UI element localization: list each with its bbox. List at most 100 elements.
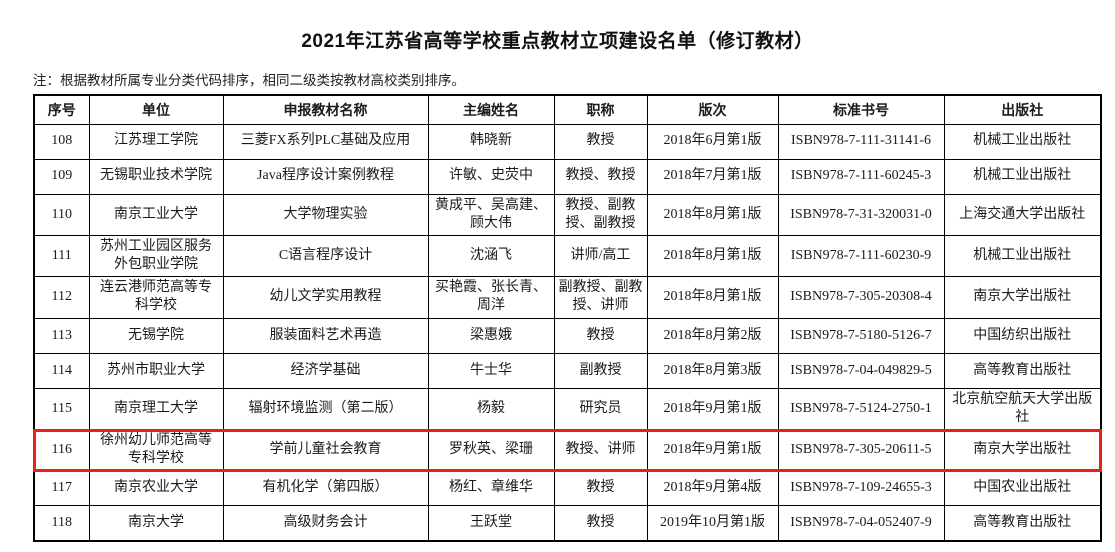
table-cell: 上海交通大学出版社 — [943, 193, 1102, 236]
table-cell: 苏州市职业大学 — [88, 352, 224, 389]
table-cell: ISBN978-7-111-60245-3 — [777, 158, 945, 195]
table-cell: 讲师/高工 — [553, 234, 648, 278]
column-header: 申报教材名称 — [222, 94, 429, 125]
table-row: 112 连云港师范高等专科学校 幼儿文学实用教程 买艳霞、张长青、周洋 副教授、副教授、… — [33, 276, 1102, 319]
table-cell: 116 — [33, 428, 90, 472]
table-cell: 中国农业出版社 — [943, 470, 1102, 507]
page-title: 2021年江苏省高等学校重点教材立项建设名单（修订教材） — [301, 31, 814, 52]
table-cell: 学前儿童社会教育 — [222, 428, 429, 472]
table-cell: 教授 — [553, 505, 648, 542]
table-header-row: 序号 单位 申报教材名称 主编姓名 职称 版次 标准书号 出版社 — [33, 94, 1102, 125]
table-cell: 经济学基础 — [222, 352, 429, 389]
table-cell: 副教授 — [553, 352, 648, 389]
table-cell: 黄成平、吴高建、顾大伟 — [427, 193, 555, 236]
table-cell: 江苏理工学院 — [88, 123, 224, 160]
table-cell: 教授 — [553, 317, 648, 354]
table-cell: 113 — [33, 317, 90, 354]
table-cell: 117 — [33, 470, 90, 507]
table-row: 113 无锡学院 服装面料艺术再造 梁惠娥 教授 2018年8月第2版 ISBN978-7-… — [33, 317, 1102, 354]
column-header: 主编姓名 — [427, 94, 555, 125]
table-cell: 南京大学 — [88, 505, 224, 542]
table-cell: 111 — [33, 234, 90, 278]
table-cell: 2018年8月第1版 — [646, 276, 779, 319]
table-cell: 罗秋英、梁珊 — [427, 428, 555, 472]
table-cell: 机械工业出版社 — [943, 234, 1102, 278]
table-cell: 教授、副教授、副教授 — [553, 193, 648, 236]
table-cell: 2019年10月第1版 — [646, 505, 779, 542]
table-cell: 徐州幼儿师范高等专科学校 — [88, 428, 224, 472]
table-cell: 109 — [33, 158, 90, 195]
table-cell: 北京航空航天大学出版社 — [943, 387, 1102, 431]
column-header: 单位 — [88, 94, 224, 125]
table-cell: 南京大学出版社 — [943, 428, 1102, 472]
table-cell: 2018年9月第4版 — [646, 470, 779, 507]
table-row: 111 苏州工业园区服务外包职业学院 C语言程序设计 沈涵飞 讲师/高工 2018年8月第… — [33, 234, 1102, 278]
column-header: 版次 — [646, 94, 779, 125]
table-cell: 2018年8月第1版 — [646, 234, 779, 278]
table-row-highlighted: 116 徐州幼儿师范高等专科学校 学前儿童社会教育 罗秋英、梁珊 教授、讲师 2018年9… — [33, 428, 1102, 472]
table-cell: 机械工业出版社 — [943, 158, 1102, 195]
table-row: 117 南京农业大学 有机化学（第四版） 杨红、章维华 教授 2018年9月第4版 ISBN… — [33, 470, 1102, 507]
table-cell: 高等教育出版社 — [943, 505, 1102, 542]
table-cell: 2018年9月第1版 — [646, 428, 779, 472]
table-cell: ISBN978-7-04-052407-9 — [777, 505, 945, 542]
table-cell: 南京大学出版社 — [943, 276, 1102, 319]
table-cell: 连云港师范高等专科学校 — [88, 276, 224, 319]
table-cell: ISBN978-7-04-049829-5 — [777, 352, 945, 389]
table-cell: 杨毅 — [427, 387, 555, 431]
table-cell: 教授、教授 — [553, 158, 648, 195]
table-cell: 南京理工大学 — [88, 387, 224, 431]
table-cell: 沈涵飞 — [427, 234, 555, 278]
table-cell: 无锡职业技术学院 — [88, 158, 224, 195]
sort-note: 注：根据教材所属专业分类代码排序，相同二级类按教材高校类别排序。 — [33, 73, 465, 88]
table-cell: ISBN978-7-31-320031-0 — [777, 193, 945, 236]
table-cell: 研究员 — [553, 387, 648, 431]
table-cell: 辐射环境监测（第二版） — [222, 387, 429, 431]
table-cell: 2018年6月第1版 — [646, 123, 779, 160]
table-cell: ISBN978-7-111-31141-6 — [777, 123, 945, 160]
table-cell: 118 — [33, 505, 90, 542]
column-header: 职称 — [553, 94, 648, 125]
table-cell: ISBN978-7-5180-5126-7 — [777, 317, 945, 354]
table-cell: ISBN978-7-109-24655-3 — [777, 470, 945, 507]
table-cell: 大学物理实验 — [222, 193, 429, 236]
table-cell: 三菱FX系列PLC基础及应用 — [222, 123, 429, 160]
table-cell: 南京农业大学 — [88, 470, 224, 507]
table-cell: 高级财务会计 — [222, 505, 429, 542]
column-header: 出版社 — [943, 94, 1102, 125]
table-cell: 中国纺织出版社 — [943, 317, 1102, 354]
table-cell: 110 — [33, 193, 90, 236]
table-cell: ISBN978-7-305-20308-4 — [777, 276, 945, 319]
table-cell: 2018年8月第2版 — [646, 317, 779, 354]
table-body: 108 江苏理工学院 三菱FX系列PLC基础及应用 韩晓新 教授 2018年6月第1版 IS… — [33, 123, 1102, 542]
table-cell: 高等教育出版社 — [943, 352, 1102, 389]
table-row: 118 南京大学 高级财务会计 王跃堂 教授 2019年10月第1版 ISBN978-7-0… — [33, 505, 1102, 542]
column-header: 序号 — [33, 94, 90, 125]
textbook-table: 序号 单位 申报教材名称 主编姓名 职称 版次 标准书号 出版社 108 江苏理工学院 三菱FX系… — [33, 94, 1102, 542]
table-cell: 许敏、史荧中 — [427, 158, 555, 195]
table-cell: 买艳霞、张长青、周洋 — [427, 276, 555, 319]
table-cell: 教授 — [553, 123, 648, 160]
table-cell: 2018年8月第1版 — [646, 193, 779, 236]
table-cell: 幼儿文学实用教程 — [222, 276, 429, 319]
table-cell: 杨红、章维华 — [427, 470, 555, 507]
table-row: 108 江苏理工学院 三菱FX系列PLC基础及应用 韩晓新 教授 2018年6月第1版 IS… — [33, 123, 1102, 160]
table-cell: 韩晓新 — [427, 123, 555, 160]
table-cell: 112 — [33, 276, 90, 319]
table-row: 114 苏州市职业大学 经济学基础 牛士华 副教授 2018年8月第3版 ISBN978-7… — [33, 352, 1102, 389]
table-row: 115 南京理工大学 辐射环境监测（第二版） 杨毅 研究员 2018年9月第1版 ISBN9… — [33, 387, 1102, 431]
table-cell: 114 — [33, 352, 90, 389]
table-cell: 115 — [33, 387, 90, 431]
table-cell: 教授、讲师 — [553, 428, 648, 472]
table-header: 序号 单位 申报教材名称 主编姓名 职称 版次 标准书号 出版社 — [33, 94, 1102, 125]
table-cell: 副教授、副教授、讲师 — [553, 276, 648, 319]
table-row: 110 南京工业大学 大学物理实验 黄成平、吴高建、顾大伟 教授、副教授、副教授 2018… — [33, 193, 1102, 236]
table-cell: 王跃堂 — [427, 505, 555, 542]
table-cell: 2018年7月第1版 — [646, 158, 779, 195]
table-cell: 梁惠娥 — [427, 317, 555, 354]
column-header: 标准书号 — [777, 94, 945, 125]
table-row: 109 无锡职业技术学院 Java程序设计案例教程 许敏、史荧中 教授、教授 2018年7… — [33, 158, 1102, 195]
table-cell: ISBN978-7-111-60230-9 — [777, 234, 945, 278]
table-cell: 服装面料艺术再造 — [222, 317, 429, 354]
table-cell: 无锡学院 — [88, 317, 224, 354]
